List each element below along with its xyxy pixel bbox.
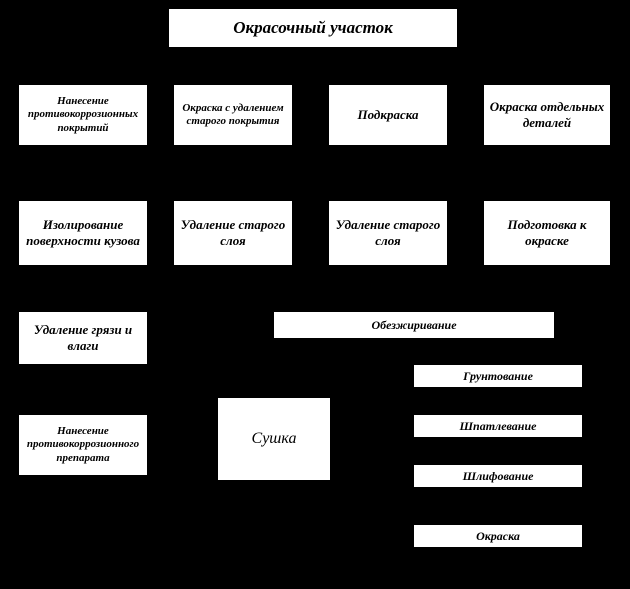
node-r1c1: Нанесение противокоррозионных покрытий <box>18 84 148 146</box>
node-degrease: Обезжиривание <box>273 311 555 339</box>
node-label: Нанесение противокоррозионного препарата <box>23 425 143 465</box>
node-r1c4: Окраска отдельных деталей <box>483 84 611 146</box>
node-label: Удаление старого слоя <box>333 217 443 248</box>
node-label: Подготовка к окраске <box>488 217 606 248</box>
node-label: Подкраска <box>357 107 418 123</box>
node-primer: Грунтование <box>413 364 583 388</box>
node-r1c2: Окраска с удалением старого покрытия <box>173 84 293 146</box>
node-root: Окрасочный участок <box>168 8 458 48</box>
node-putty: Шпатлевание <box>413 414 583 438</box>
node-r2c3: Удаление старого слоя <box>328 200 448 266</box>
node-label: Нанесение противокоррозионных покрытий <box>23 95 143 135</box>
node-label: Удаление старого слоя <box>178 217 288 248</box>
node-anticorr: Нанесение противокоррозионного препарата <box>18 414 148 476</box>
node-r2c2: Удаление старого слоя <box>173 200 293 266</box>
node-label: Окраска отдельных деталей <box>488 99 606 130</box>
node-label: Изолирование поверхности кузова <box>23 217 143 248</box>
node-label: Обезжиривание <box>371 318 456 332</box>
node-paint: Окраска <box>413 524 583 548</box>
node-dirt: Удаление грязи и влаги <box>18 311 148 365</box>
node-grind: Шлифование <box>413 464 583 488</box>
node-label: Шпатлевание <box>460 419 537 433</box>
node-r2c1: Изолирование поверхности кузова <box>18 200 148 266</box>
node-label: Шлифование <box>463 469 534 483</box>
node-label: Окраска с удалением старого покрытия <box>178 102 288 128</box>
node-r2c4: Подготовка к окраске <box>483 200 611 266</box>
node-label: Грунтование <box>463 369 533 383</box>
node-dry: Сушка <box>217 397 331 481</box>
node-label: Окраска <box>476 529 520 543</box>
node-label: Окрасочный участок <box>233 18 393 38</box>
node-label: Сушка <box>252 429 297 448</box>
node-label: Удаление грязи и влаги <box>23 322 143 353</box>
node-r1c3: Подкраска <box>328 84 448 146</box>
